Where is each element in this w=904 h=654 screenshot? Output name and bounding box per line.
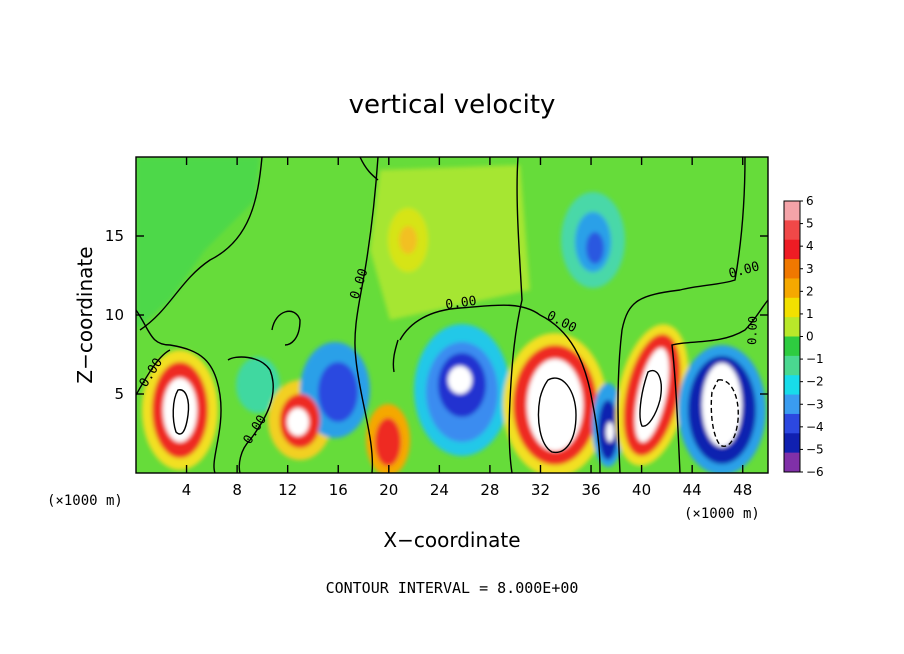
x-axis-label: X−coordinate [383,528,520,552]
x-tick-label: 24 [430,481,449,499]
colorbar-label: 3 [806,262,814,276]
colorbar-label: 5 [806,217,814,231]
colorbar-swatch [784,375,800,396]
x-tick-label: 44 [683,481,702,499]
contour-core-4 [710,379,739,447]
x-tick-label: 36 [581,481,600,499]
contour-line-1 [139,157,263,331]
field-trough-upper-core [586,232,604,264]
colorbar-swatch [784,317,800,337]
colorbar-swatch [784,452,800,473]
y-axis: 5 10 15 [105,227,768,403]
y-tick-label: 5 [114,385,124,403]
field-downdraft-peak-3 [448,366,472,394]
contour-line-10 [617,157,746,473]
field-downdraft-core-5 [702,363,742,447]
contour-line-2 [136,309,222,473]
colorbar-swatch [784,201,800,221]
contour-line-9 [359,157,379,181]
contour-lines [136,157,768,473]
colorbar-label: −6 [806,465,824,479]
colorbar-swatch [784,259,800,279]
field-updraft-core-1 [163,378,197,442]
colorbar-label: −4 [806,420,824,434]
colorbar-swatch [784,220,800,241]
field-updraft-3 [375,418,401,466]
x-tick-label: 8 [232,481,242,499]
contour-label-4: 0.00 [444,294,477,313]
field-updraft-core-5 [635,347,669,443]
y-tick-label: 10 [105,306,124,324]
field-downdraft-2 [318,362,358,422]
colorbar-label: −2 [806,375,824,389]
colorbar-label: −1 [806,352,824,366]
colorbar-label: 4 [806,239,814,253]
y-axis-label: Z−coordinate [73,246,97,383]
contour-interval-footer: CONTOUR INTERVAL = 8.000E+00 [326,579,579,597]
field-region-upper-middle [370,165,530,320]
x-tick-label: 32 [531,481,550,499]
colorbar-label: 6 [806,194,814,208]
colorbar-label: 1 [806,307,814,321]
contour-core-3 [639,369,662,427]
colorbar-label: −5 [806,442,824,456]
y-tick-label: 15 [105,227,124,245]
colorbar: 6 5 4 3 2 1 0 −1 −2 −3 −4 −5 −6 [783,194,824,479]
plot-area: 0.00 0.00 0.00 0.00 0.00 0.00 0.00 [135,156,769,474]
field-region-upper-left [136,157,260,330]
x-axis: 4 8 12 16 20 24 28 32 36 40 44 48 [182,157,752,499]
contour-line-12 [392,339,399,373]
contour-core-2 [537,377,577,453]
x-tick-label: 16 [329,481,348,499]
contour-line-5 [227,356,274,473]
x-unit-right: (×1000 m) [684,506,760,522]
contour-label-7: 0.00 [745,316,760,345]
field-updraft-core-4 [527,359,583,451]
colorbar-swatch [784,336,800,357]
colorbar-label: 2 [806,284,814,298]
field-downdraft-core-4 [606,422,614,442]
contour-line-8 [508,157,523,473]
field-updraft-core-2b [287,408,309,436]
contour-line-6 [271,310,301,346]
contour-line-7 [399,304,601,473]
colorbar-swatch [784,413,800,434]
contour-line-11 [671,299,768,473]
colorbar-swatch [784,278,800,299]
contour-line-4 [354,157,379,473]
x-tick-label: 40 [632,481,651,499]
x-unit-left: (×1000 m) [47,493,123,509]
contour-line-3 [136,349,171,396]
field-peak-upper-core [399,226,417,254]
colorbar-swatch [784,433,800,454]
colorbar-label: −3 [806,397,824,411]
contour-core-1 [172,389,190,435]
colorbar-swatch [784,239,800,260]
x-tick-label: 4 [182,481,192,499]
field-blobs [136,157,766,473]
field-downdraft-1 [236,357,280,413]
colorbar-swatch [784,355,800,376]
x-tick-label: 12 [278,481,297,499]
colorbar-swatch [784,394,800,415]
x-tick-label: 48 [733,481,752,499]
chart-title: vertical velocity [349,90,556,120]
colorbar-swatch [784,297,800,318]
colorbar-label: 0 [806,330,814,344]
x-tick-label: 20 [379,481,398,499]
x-tick-label: 28 [480,481,499,499]
